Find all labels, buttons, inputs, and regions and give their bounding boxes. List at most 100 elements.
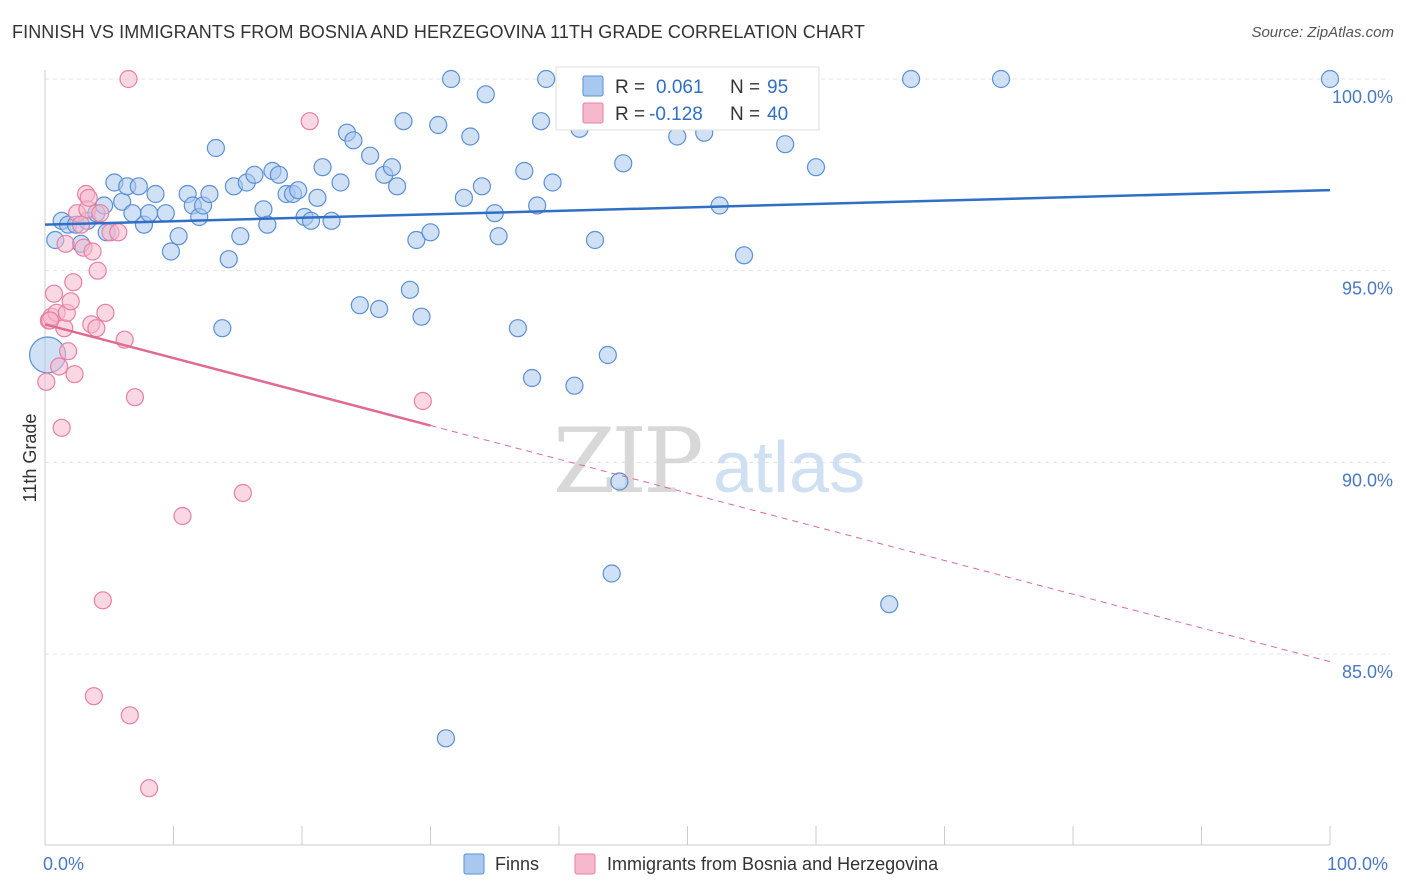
finns-point (454, 188, 474, 207)
finns-point (206, 138, 226, 158)
finns-point (387, 177, 407, 196)
finns-point (508, 319, 527, 338)
finns-point (245, 165, 264, 184)
bosnia-point (37, 372, 56, 391)
finns-n-label: N = (730, 77, 760, 98)
finns-point (146, 184, 165, 204)
finns-point (598, 345, 617, 365)
finns-point (407, 230, 426, 250)
finns-point (476, 85, 495, 104)
finns-point (258, 215, 277, 234)
finns-point (412, 307, 431, 326)
legend-bosnia-swatch (574, 853, 596, 875)
bosnia-n-label: N = (730, 104, 760, 125)
y-tick-label: 85.0% (1342, 662, 1393, 682)
finns-point (522, 368, 542, 388)
finns-point (200, 184, 219, 204)
finns-point (331, 173, 350, 192)
chart-title: FINNISH VS IMMIGRANTS FROM BOSNIA AND HE… (12, 22, 865, 42)
source-credit: Source: ZipAtlas.com (1251, 24, 1394, 41)
bosnia-r-value: -0.128 (649, 104, 703, 125)
bosnia-trend-line-extension (430, 425, 1331, 663)
bosnia-point (413, 391, 432, 411)
finns-point (436, 729, 456, 748)
legend-finns-swatch (463, 853, 485, 875)
bosnia-point (79, 188, 98, 207)
bosnia-point (125, 388, 145, 407)
bosnia-point (64, 273, 83, 292)
bosnia-trend-line (44, 323, 431, 427)
finns-point (322, 211, 341, 230)
watermark-atlas: atlas (713, 428, 865, 508)
stats-legend: R = 0.061 N = 95 R = -0.128 N = 40 (555, 66, 820, 131)
x-tick-labels: 0.0% 100.0% (43, 854, 1388, 874)
series-bosnia (37, 69, 432, 798)
bosnia-swatch (582, 102, 604, 124)
finns-point (370, 299, 389, 319)
axes (44, 70, 1331, 846)
trend-lines (44, 188, 1331, 663)
finns-point (610, 472, 629, 491)
finns-point (169, 227, 188, 246)
finns-point (602, 564, 621, 583)
bosnia-point (44, 284, 64, 303)
finns-point (156, 204, 175, 223)
finns-point (880, 595, 899, 614)
bosnia-point (120, 706, 139, 725)
finns-point (528, 196, 547, 215)
finns-point (421, 223, 440, 242)
bosnia-point (93, 591, 112, 610)
bosnia-n-value: 40 (767, 104, 788, 125)
finns-n-value: 95 (767, 77, 788, 98)
finns-point (543, 173, 562, 192)
finns-point (129, 177, 148, 196)
finns-point (585, 230, 605, 250)
finns-point (219, 250, 238, 269)
finns-point (531, 112, 551, 131)
finns-point (350, 296, 369, 315)
bosnia-point (88, 261, 107, 280)
bosnia-point (65, 365, 84, 384)
finns-r-label: R = (615, 77, 645, 98)
bosnia-point (173, 506, 192, 526)
finns-point (313, 158, 332, 177)
finns-point (269, 165, 288, 184)
bosnia-r-label: R = (615, 104, 645, 125)
y-tick-label: 90.0% (1342, 470, 1393, 490)
y-tick-labels: 85.0% 90.0% 95.0% 100.0% (1332, 87, 1393, 682)
bosnia-point (61, 292, 80, 311)
legend-bosnia-label: Immigrants from Bosnia and Herzegovina (607, 854, 939, 874)
x-tick-label-max: 100.0% (1327, 854, 1388, 874)
finns-point (668, 127, 687, 146)
finns-point (308, 188, 327, 207)
finns-point (565, 376, 584, 395)
x-tick-label-min: 0.0% (43, 854, 84, 874)
finns-point (901, 69, 921, 89)
finns-point (429, 115, 448, 135)
finns-point (441, 69, 461, 89)
gridlines (45, 78, 1390, 655)
bosnia-point (233, 483, 252, 503)
bosnia-point (87, 319, 106, 338)
finns-r-value: 0.061 (656, 77, 704, 98)
finns-point (489, 227, 508, 246)
bosnia-point (56, 234, 75, 253)
finns-point (1320, 69, 1340, 89)
bosnia-point (50, 357, 69, 376)
finns-trend-line (44, 188, 1331, 226)
finns-point (289, 181, 308, 200)
finns-swatch (582, 75, 604, 97)
finns-point (231, 227, 250, 246)
y-axis-label: 11th Grade (20, 414, 40, 503)
bosnia-point (96, 303, 115, 322)
finns-point (991, 69, 1011, 89)
finns-point (461, 127, 480, 146)
finns-point (614, 154, 633, 173)
finns-point (537, 69, 556, 89)
finns-point (213, 319, 232, 338)
bosnia-point (109, 223, 128, 242)
bottom-legend: Finns Immigrants from Bosnia and Herzego… (463, 853, 939, 875)
finns-point (472, 177, 491, 196)
bosnia-point (91, 204, 110, 223)
